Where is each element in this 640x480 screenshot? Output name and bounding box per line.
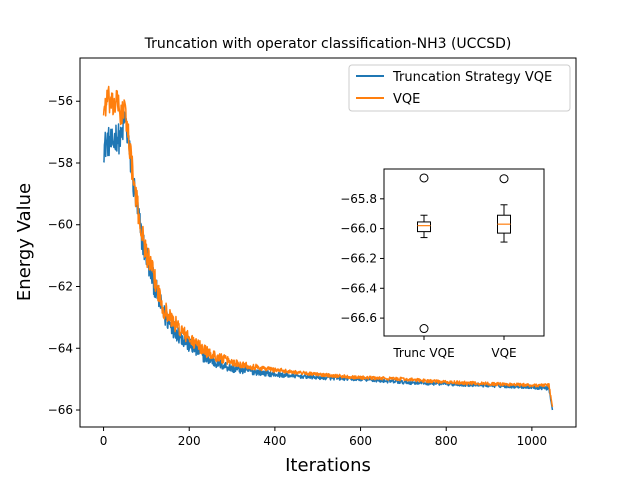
inset-x-tick-label: VQE	[491, 346, 516, 360]
y-tick-label: −60	[48, 218, 73, 232]
main-series-group	[102, 85, 554, 411]
main-axes-frame	[79, 57, 577, 428]
legend-box	[348, 64, 571, 112]
x-tick-label: 1000	[517, 434, 548, 448]
legend: Truncation Strategy VQE VQE	[348, 64, 571, 112]
inset-background	[384, 169, 544, 336]
x-tick-label: 400	[263, 434, 286, 448]
box-outlier	[419, 173, 429, 183]
inset-y-tick-label: −66.0	[340, 222, 377, 236]
main-axes: 0 200 400 600 800 1000 −56 −58 −60 −62 −64 −66	[48, 57, 577, 448]
y-tick-label: −64	[48, 341, 73, 355]
inset-x-tick-label: Trunc VQE	[392, 346, 454, 360]
legend-label-trunc: Truncation Strategy VQE	[392, 70, 552, 85]
inset-y-tick-label: −66.2	[340, 251, 377, 265]
y-axis-label: Energy Value	[14, 183, 35, 301]
box-outlier	[419, 324, 429, 334]
inset-frame	[383, 168, 545, 337]
legend-label-vqe: VQE	[393, 92, 420, 107]
x-tick-label: 800	[435, 434, 458, 448]
inset-y-tick-label: −66.6	[340, 311, 377, 325]
chart-title: Truncation with operator classification-…	[144, 36, 512, 52]
inset-x-ticks: Trunc VQE VQE	[392, 336, 517, 360]
box-iqr	[417, 221, 431, 233]
box-outlier	[499, 174, 509, 184]
series-line-vqe	[102, 85, 554, 408]
x-tick-label: 0	[100, 434, 108, 448]
inset-boxes	[417, 173, 511, 334]
x-tick-label: 200	[178, 434, 201, 448]
main-y-ticks: −56 −58 −60 −62 −64 −66	[48, 94, 80, 417]
x-tick-label: 600	[349, 434, 372, 448]
inset-boxplot: −65.8 −66.0 −66.2 −66.4 −66.6 Trunc VQE VQE	[340, 168, 545, 360]
inset-y-tick-label: −65.8	[340, 192, 377, 206]
inset-y-tick-label: −66.4	[340, 281, 377, 295]
y-tick-label: −62	[48, 280, 73, 294]
y-tick-label: −58	[48, 156, 73, 170]
y-tick-label: −66	[48, 403, 73, 417]
x-axis-label: Iterations	[285, 455, 371, 476]
main-x-ticks: 0 200 400 600 800 1000	[100, 427, 547, 448]
y-tick-label: −56	[48, 94, 73, 108]
inset-y-ticks: −65.8 −66.0 −66.2 −66.4 −66.6	[340, 192, 384, 325]
